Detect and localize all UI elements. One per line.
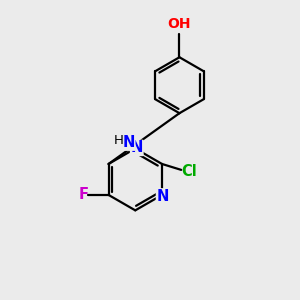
Text: Cl: Cl [182, 164, 197, 179]
Text: H: H [114, 134, 124, 147]
Text: N: N [130, 140, 143, 155]
Text: F: F [79, 188, 88, 202]
Text: N: N [157, 189, 169, 204]
Text: N: N [122, 135, 135, 150]
Text: OH: OH [168, 17, 191, 31]
